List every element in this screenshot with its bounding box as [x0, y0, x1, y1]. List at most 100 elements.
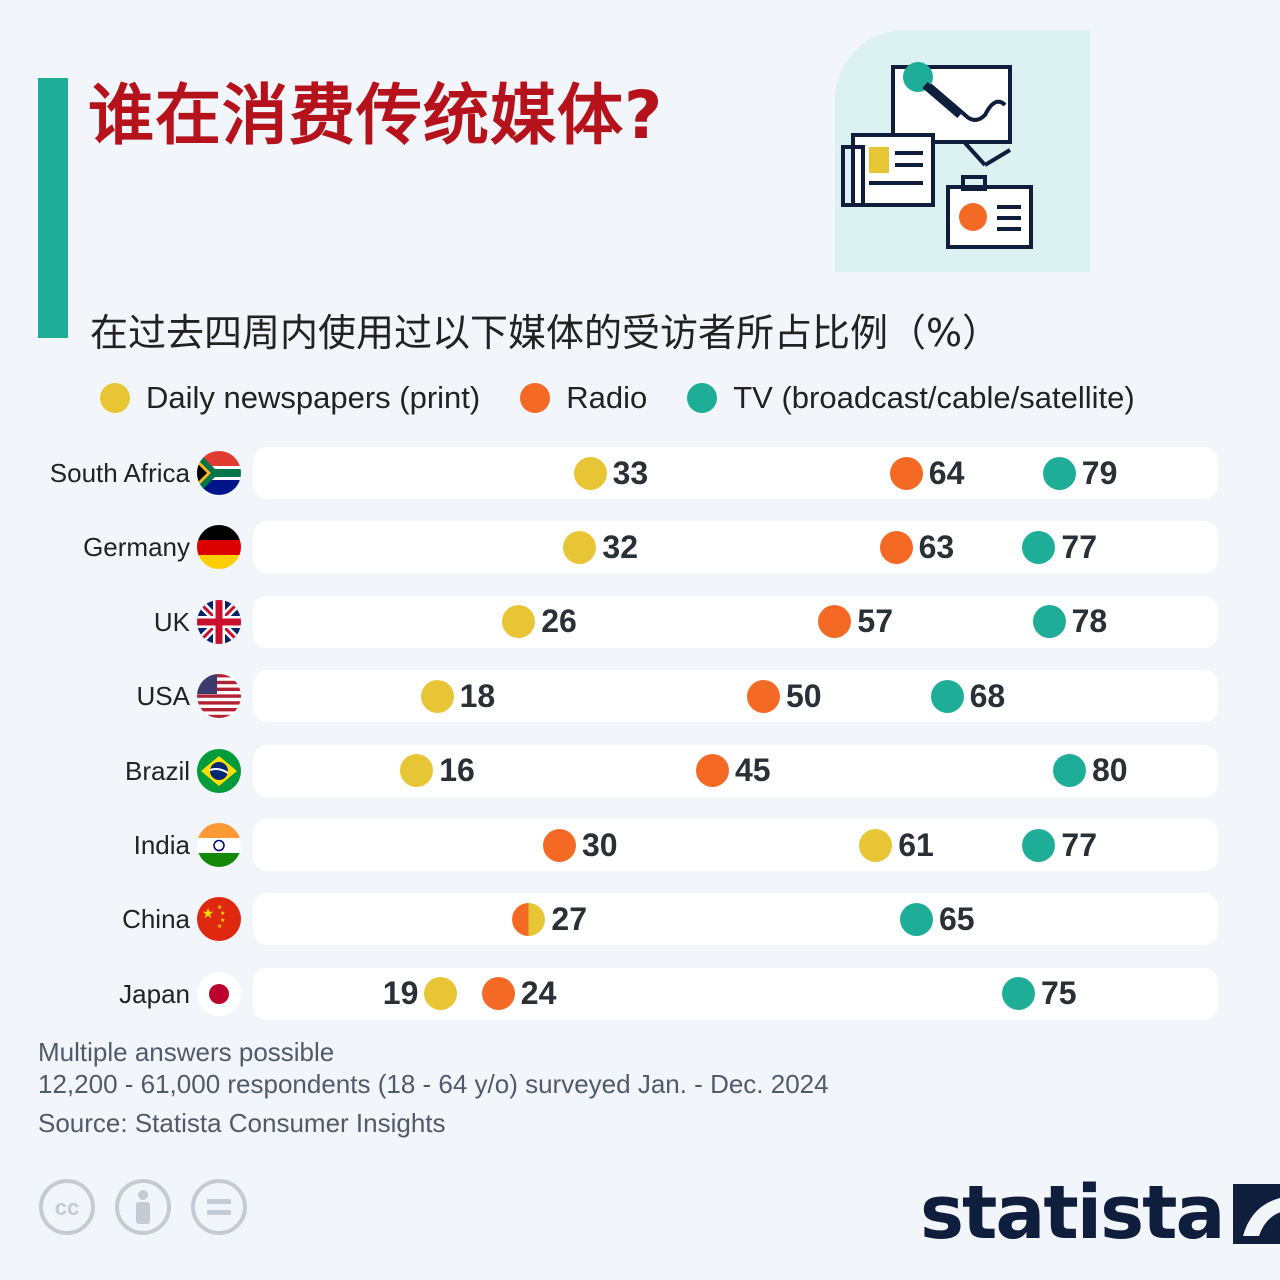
value-label-india-radio: 30: [582, 826, 618, 863]
data-point-south-africa-tv: 79: [1042, 447, 1124, 499]
marker-uk-newspapers: [502, 605, 536, 639]
media-illustration-icon: [841, 62, 1033, 249]
flag-south-africa-icon: [197, 451, 241, 495]
marker-brazil-newspapers: [400, 754, 434, 788]
svg-text:cc: cc: [55, 1195, 79, 1220]
flag-germany-icon: [197, 525, 241, 570]
legend-item-tv: TV (broadcast/cable/satellite): [687, 380, 1135, 416]
marker-india-newspapers: [859, 828, 893, 862]
value-label-brazil-newspapers: 16: [439, 752, 475, 789]
legend-label-newspapers: Daily newspapers (print): [146, 380, 481, 415]
marker-uk-radio: [818, 605, 852, 639]
accent-bar: [38, 78, 68, 338]
marker-usa-tv: [930, 679, 964, 713]
brand-wordmark: statista: [920, 1170, 1225, 1256]
attribution-icon[interactable]: [114, 1178, 172, 1236]
data-point-south-africa-newspapers: 33: [573, 447, 655, 499]
chart-source: Source: Statista Consumer Insights: [38, 1108, 446, 1138]
value-label-india-newspapers: 61: [898, 826, 934, 863]
value-label-india-tv: 77: [1061, 826, 1097, 863]
marker-china-newspapers-radio: [512, 902, 546, 936]
value-label-south-africa-tv: 79: [1081, 454, 1118, 491]
value-label-brazil-tv: 80: [1092, 752, 1128, 789]
data-point-germany-radio: 63: [879, 521, 961, 573]
row-label-usa: USA: [136, 681, 190, 712]
data-point-japan-tv: 75: [1002, 968, 1083, 1020]
value-label-usa-radio: 50: [786, 677, 822, 714]
legend-dot-newspapers: [100, 383, 130, 413]
value-label-usa-newspapers: 18: [459, 677, 496, 714]
marker-germany-tv: [1022, 530, 1056, 564]
marker-india-radio: [543, 828, 576, 862]
marker-usa-newspapers: [420, 679, 454, 713]
marker-japan-radio: [481, 977, 515, 1011]
svg-text:★: ★: [217, 904, 222, 911]
data-point-brazil-tv: 80: [1053, 745, 1134, 797]
row-label-uk: UK: [153, 606, 190, 637]
value-label-uk-radio: 57: [857, 603, 893, 640]
data-point-germany-newspapers: 32: [563, 521, 644, 573]
marker-usa-radio: [747, 679, 780, 713]
data-point-india-newspapers: 61: [859, 819, 940, 871]
data-point-brazil-radio: 45: [696, 745, 777, 797]
data-point-uk-tv: 78: [1032, 596, 1114, 648]
marker-japan-tv: [1002, 977, 1035, 1011]
row-track-germany: [253, 521, 1218, 574]
svg-text:★: ★: [220, 910, 225, 917]
data-point-usa-tv: 68: [930, 670, 1012, 722]
note-multiple-answers: Multiple answers possible: [38, 1037, 335, 1067]
statista-logo[interactable]: statista: [920, 1170, 1280, 1256]
value-label-uk-newspapers: 26: [541, 603, 577, 640]
value-label-japan-tv: 75: [1041, 975, 1077, 1012]
value-label-south-africa-newspapers: 33: [612, 454, 649, 491]
row-label-south-africa: South Africa: [49, 458, 190, 488]
flag-china-icon: ★ ★ ★ ★ ★: [197, 897, 241, 942]
marker-japan-newspapers: [424, 977, 458, 1011]
license-icons: cc: [38, 1178, 266, 1236]
svg-text:★: ★: [220, 917, 225, 924]
data-point-japan-radio: 24: [481, 968, 563, 1020]
cc-icon[interactable]: cc: [38, 1178, 96, 1236]
row-label-japan: Japan: [119, 978, 190, 1009]
statista-mark-icon: [1233, 1184, 1280, 1244]
value-label-brazil-radio: 45: [735, 752, 771, 789]
legend-dot-tv: [687, 383, 718, 413]
data-point-usa-newspapers: 18: [420, 670, 502, 722]
value-label-germany-newspapers: 32: [602, 528, 638, 565]
legend-item-radio: Radio: [520, 380, 647, 416]
row-track-china: [253, 893, 1218, 946]
row-track-india: [253, 819, 1218, 871]
value-label-south-africa-radio: 64: [928, 454, 965, 491]
data-point-germany-tv: 77: [1022, 521, 1103, 573]
chart-subtitle: 在过去四周内使用过以下媒体的受访者所占比例（%）: [90, 311, 1001, 355]
page-title: 谁在消费传统媒体?: [88, 77, 664, 154]
value-label-china-tv: 65: [939, 900, 975, 937]
legend-label-radio: Radio: [566, 380, 648, 415]
row-label-china: China: [122, 904, 190, 935]
flag-india-icon: [197, 823, 241, 867]
row-label-germany: Germany: [83, 532, 190, 563]
marker-brazil-radio: [696, 754, 729, 788]
no-derivatives-icon[interactable]: [190, 1178, 248, 1236]
svg-text:★: ★: [217, 923, 222, 930]
data-point-india-radio: 30: [543, 819, 624, 871]
value-label-japan-radio: 24: [520, 975, 557, 1012]
flag-japan-icon: [197, 971, 241, 1016]
value-label-usa-tv: 68: [969, 677, 1006, 714]
legend-item-newspapers: Daily newspapers (print): [100, 380, 480, 416]
marker-south-africa-tv: [1042, 456, 1076, 490]
data-point-brazil-newspapers: 16: [400, 745, 481, 797]
row-track-usa: [253, 670, 1218, 723]
legend-label-tv: TV (broadcast/cable/satellite): [733, 380, 1135, 415]
note-respondents: 12,200 - 61,000 respondents (18 - 64 y/o…: [38, 1069, 829, 1099]
flag-uk-icon: [197, 599, 241, 644]
marker-china-tv: [900, 902, 933, 936]
marker-south-africa-radio: [889, 456, 923, 490]
chart-notes: Multiple answers possible 12,200 - 61,00…: [38, 1036, 829, 1100]
data-point-usa-radio: 50: [747, 670, 828, 722]
data-point-uk-newspapers: 26: [502, 596, 583, 648]
flag-usa-icon: [197, 674, 241, 719]
row-track-japan: [253, 967, 1218, 1020]
marker-south-africa-newspapers: [573, 456, 607, 490]
value-label-uk-tv: 78: [1071, 603, 1108, 640]
